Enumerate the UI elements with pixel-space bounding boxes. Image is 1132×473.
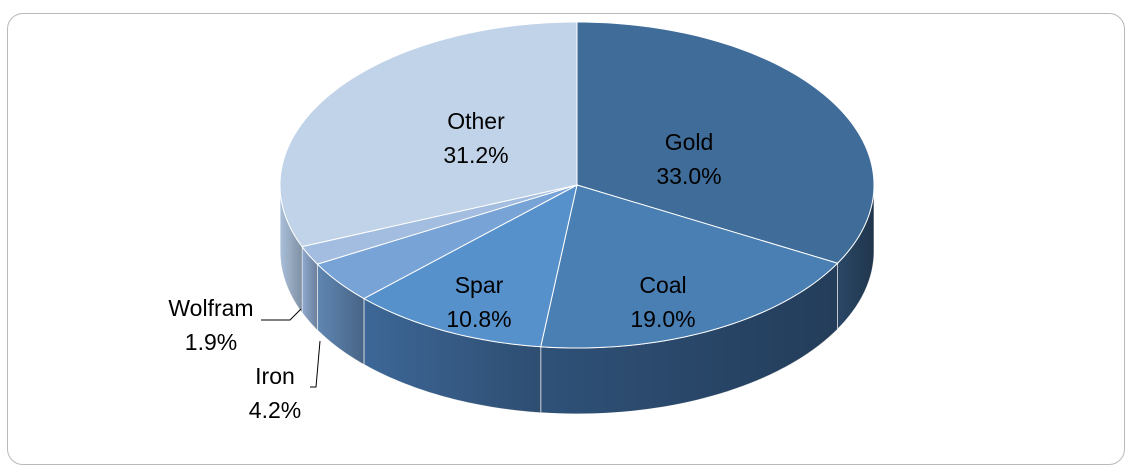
slice-iron[interactable] bbox=[316, 184, 578, 300]
slice-coal[interactable] bbox=[540, 184, 839, 349]
slice-label-other: Other bbox=[447, 108, 505, 134]
slice-label-gold: Gold bbox=[665, 129, 714, 155]
pie-tops bbox=[279, 21, 875, 349]
slice-value-other: 31.2% bbox=[443, 142, 508, 168]
slice-side-wolfram-shade bbox=[302, 246, 318, 331]
slice-value-wolfram: 1.9% bbox=[185, 329, 237, 355]
slice-side-gold-shade bbox=[837, 185, 874, 330]
slice-other[interactable] bbox=[279, 21, 578, 248]
slice-value-coal: 19.0% bbox=[630, 306, 695, 332]
slice-value-iron: 4.2% bbox=[249, 397, 301, 423]
slice-value-spar: 10.8% bbox=[446, 306, 511, 332]
slice-label-coal: Coal bbox=[639, 272, 686, 298]
slice-side-coal-shade bbox=[540, 263, 838, 414]
slice-side-iron-shade bbox=[317, 264, 364, 365]
slice-value-gold: 33.0% bbox=[656, 163, 721, 189]
slice-label-iron: Iron bbox=[255, 363, 295, 389]
slice-side-spar-shade bbox=[363, 298, 541, 413]
leader-lines bbox=[261, 308, 321, 388]
slice-wolfram[interactable] bbox=[301, 184, 578, 265]
slice-gold[interactable] bbox=[576, 21, 875, 264]
leader-line-iron bbox=[310, 340, 321, 388]
slice-labels: Gold 33.0% Coal 19.0% Spar 10.8% Iron 4.2% Wolfr… bbox=[168, 108, 721, 423]
slice-spar[interactable] bbox=[362, 184, 578, 348]
slice-label-spar: Spar bbox=[455, 272, 504, 298]
leader-line-wolfram bbox=[261, 308, 302, 321]
slice-label-wolfram: Wolfram bbox=[168, 295, 253, 321]
